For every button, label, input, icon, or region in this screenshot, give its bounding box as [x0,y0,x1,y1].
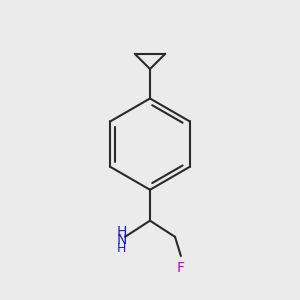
Text: H: H [116,225,127,238]
Text: F: F [177,261,185,275]
Text: N: N [116,233,127,247]
Text: H: H [117,242,126,254]
